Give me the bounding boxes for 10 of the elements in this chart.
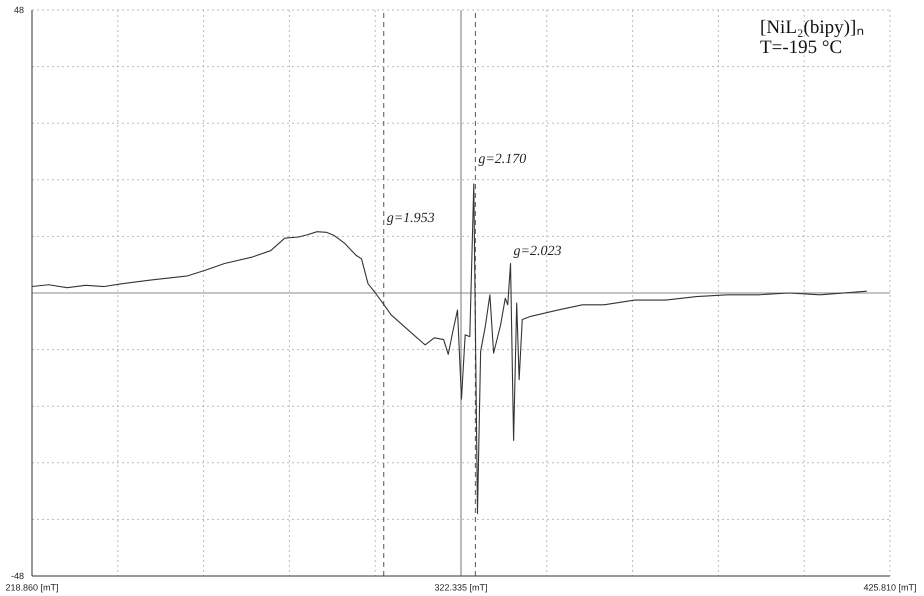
x-tick-label: 425.810 [mT]	[863, 582, 917, 592]
annotation: T=-195 °C	[760, 37, 842, 58]
x-tick-label: 218.860 [mT]	[5, 582, 59, 592]
annotation: g=2.170	[478, 152, 526, 168]
annotation: g=2.023	[514, 244, 562, 260]
y-tick-label: -48	[10, 571, 24, 582]
annotation: g=1.953	[386, 211, 435, 228]
y-tick-label: 48	[14, 5, 24, 16]
x-tick-label: 322.335 [mT]	[434, 582, 488, 592]
annotation: [NiL₂(bipy)]ₙ	[760, 17, 864, 38]
